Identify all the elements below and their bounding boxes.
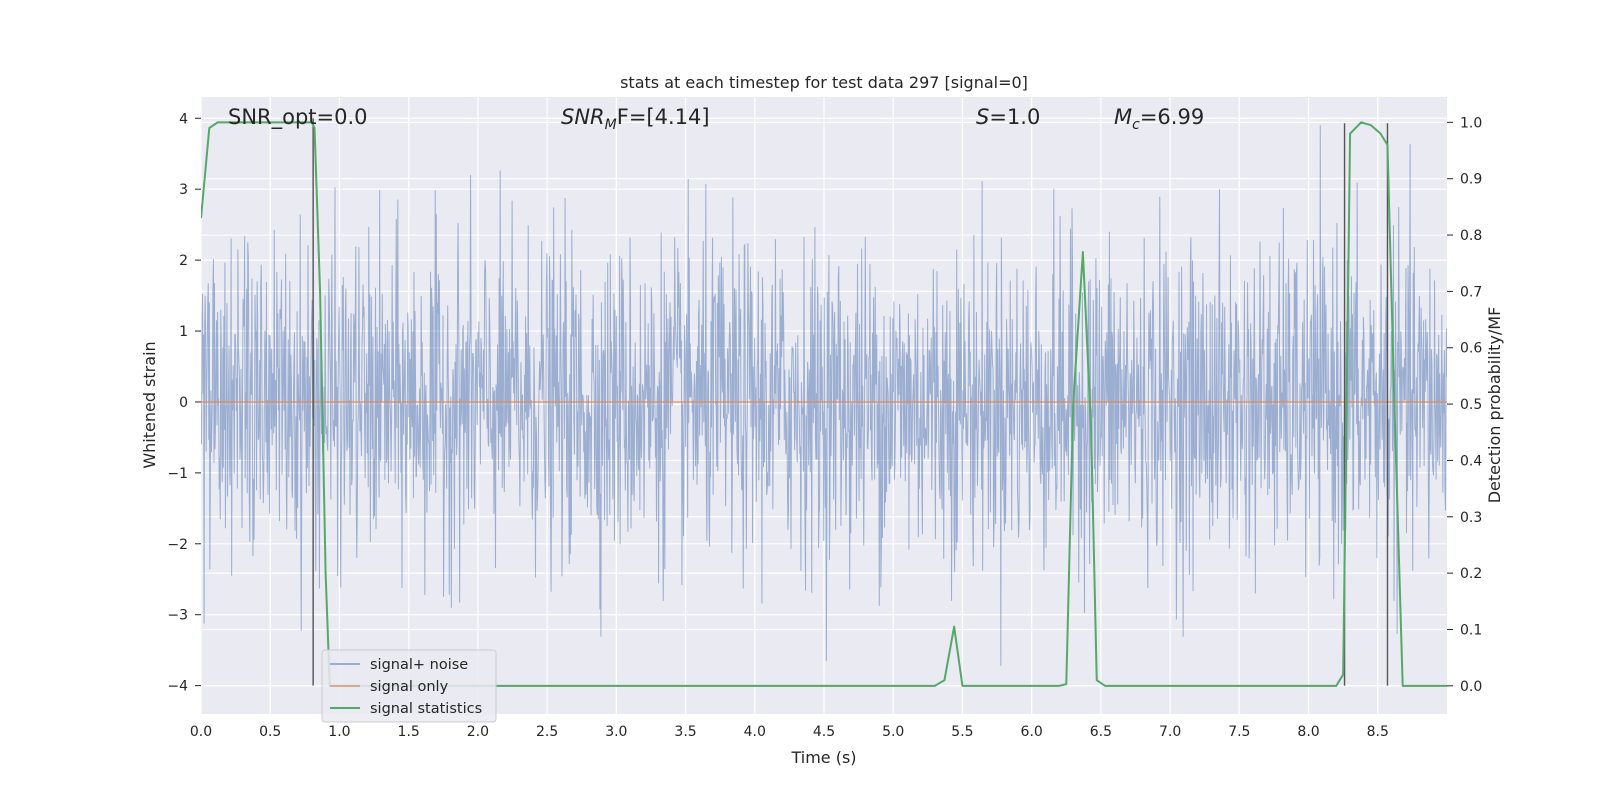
x-tick-label: 4.0	[744, 724, 766, 740]
y-tick-label: 0	[179, 395, 188, 411]
x-tick-label: 2.5	[536, 724, 558, 740]
y2-tick-label: 0.2	[1460, 566, 1482, 582]
x-tick-label: 1.5	[398, 724, 420, 740]
y2-tick-label: 0.3	[1460, 510, 1482, 526]
s-annotation: S=1.0	[976, 105, 1040, 129]
y2-axis-label: Detection probability/MF	[1485, 307, 1504, 504]
x-tick-label: 7.0	[1159, 724, 1181, 740]
snr-mf-annotation: SNRMF=[4.14]	[561, 105, 710, 133]
x-tick-label: 2.0	[467, 724, 489, 740]
x-tick-label: 8.0	[1297, 724, 1319, 740]
chart-title: stats at each timestep for test data 297…	[620, 73, 1028, 92]
signal-statistics-line	[201, 121, 1447, 687]
x-tick-label: 0.0	[190, 724, 212, 740]
snr-mf-subscript: M	[605, 117, 617, 133]
y-tick-label: −2	[167, 537, 188, 553]
y2-tick-label: 0.1	[1460, 622, 1482, 638]
y2-tick-labels: 1.0 0.9 0.8 0.7 0.6 0.5 0.4 0.3 0.2 0.1 0.0	[1447, 115, 1482, 695]
x-tick-label: 1.0	[328, 724, 350, 740]
legend: signal+ noise signal only signal statist…	[321, 649, 497, 723]
x-tick-label: 7.5	[1228, 724, 1250, 740]
mc-subscript: c	[1132, 117, 1140, 133]
signal-statistics-series	[201, 121, 1447, 687]
y2-tick-label: 1.0	[1460, 115, 1482, 131]
y-tick-label: 4	[179, 111, 188, 127]
x-tick-label: 0.5	[259, 724, 281, 740]
y-tick-labels: 4 3 2 1 0 −1 −2 −3 −4	[167, 111, 201, 695]
y-tick-label: 2	[179, 253, 188, 269]
x-tick-label: 6.0	[1021, 724, 1043, 740]
x-tick-label: 3.5	[674, 724, 696, 740]
s-symbol: S	[976, 105, 989, 129]
x-tick-label: 4.5	[813, 724, 835, 740]
x-tick-labels: 0.0 0.5 1.0 1.5 2.0 2.5 3.0 3.5 4.0 4.5 5.0 5.5 6.0 6…	[190, 724, 1389, 740]
y2-tick-label: 0.4	[1460, 453, 1482, 469]
snr-mf-symbol: SNR	[561, 105, 605, 129]
x-tick-label: 8.5	[1367, 724, 1389, 740]
y2-tick-label: 0.5	[1460, 397, 1482, 413]
x-axis-label: Time (s)	[790, 748, 856, 767]
legend-box	[321, 649, 497, 723]
legend-label-stats: signal statistics	[370, 701, 482, 717]
y-axis-label: Whitened strain	[140, 341, 159, 468]
y-tick-label: −1	[167, 466, 188, 482]
s-value: =1.0	[989, 105, 1040, 129]
mc-symbol: M	[1114, 105, 1132, 129]
y2-tick-label: 0.0	[1460, 679, 1482, 695]
y2-tick-label: 0.9	[1460, 172, 1482, 188]
y-tick-label: −3	[167, 608, 188, 624]
legend-label-noise: signal+ noise	[370, 657, 468, 673]
y2-tick-label: 0.7	[1460, 284, 1482, 300]
y2-tick-label: 0.8	[1460, 228, 1482, 244]
mc-annotation: Mc=6.99	[1114, 105, 1204, 133]
snr-mf-value: F=[4.14]	[617, 105, 710, 129]
x-tick-label: 3.0	[605, 724, 627, 740]
legend-label-signal: signal only	[370, 679, 449, 695]
snr-opt-annotation: SNR_opt=0.0	[228, 105, 368, 130]
x-tick-label: 5.0	[882, 724, 904, 740]
y-tick-label: 3	[179, 182, 188, 198]
y2-tick-label: 0.6	[1460, 341, 1482, 357]
y-tick-label: −4	[167, 679, 188, 695]
x-tick-label: 6.5	[1090, 724, 1112, 740]
x-tick-label: 5.5	[951, 724, 973, 740]
y-tick-label: 1	[179, 324, 188, 340]
mc-value: =6.99	[1140, 105, 1204, 129]
